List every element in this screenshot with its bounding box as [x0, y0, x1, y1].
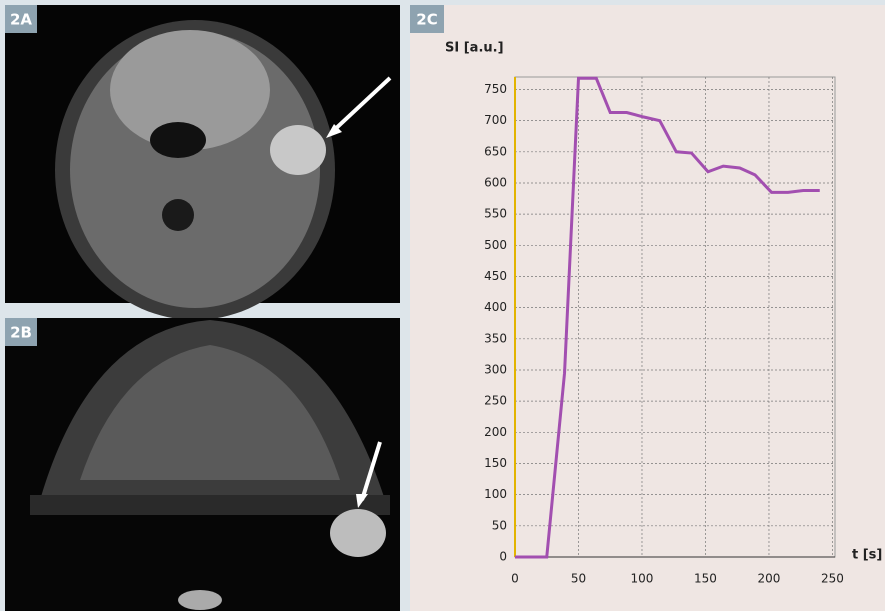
y-tick-label: 0 — [499, 550, 507, 564]
y-tick-label: 200 — [484, 425, 507, 439]
y-tick-label: 500 — [484, 238, 507, 252]
panel-label: 2A — [10, 11, 32, 29]
y-tick-label: 300 — [484, 362, 507, 376]
x-tick-label: 100 — [631, 572, 654, 586]
mri-image-a — [5, 5, 400, 320]
y-tick-label: 700 — [484, 113, 507, 127]
y-tick-label: 750 — [484, 82, 507, 96]
x-tick-label: 250 — [821, 572, 844, 586]
x-axis-label: t [s] — [852, 548, 882, 563]
x-tick-label: 0 — [511, 572, 519, 586]
panel-label: 2B — [10, 324, 32, 342]
y-tick-label: 150 — [484, 456, 507, 470]
x-tick-label: 200 — [758, 572, 781, 586]
y-tick-label: 600 — [484, 175, 507, 189]
x-tick-label: 50 — [571, 572, 586, 586]
panel-label-box — [5, 318, 37, 346]
x-tick-label: 150 — [694, 572, 717, 586]
mri-image-b — [5, 318, 400, 611]
panel-label-box — [5, 5, 37, 33]
chart-panel — [410, 5, 885, 611]
panel-label-box — [410, 5, 444, 33]
y-tick-label: 250 — [484, 394, 507, 408]
y-tick-label: 400 — [484, 300, 507, 314]
data-line — [515, 76, 820, 559]
y-tick-label: 450 — [484, 269, 507, 283]
y-tick-label: 50 — [492, 518, 507, 532]
y-tick-label: 350 — [484, 331, 507, 345]
y-tick-label: 650 — [484, 144, 507, 158]
panel-label: 2C — [416, 11, 437, 29]
y-axis-label: SI [a.u.] — [445, 41, 504, 56]
y-tick-label: 100 — [484, 487, 507, 501]
y-tick-label: 550 — [484, 207, 507, 221]
